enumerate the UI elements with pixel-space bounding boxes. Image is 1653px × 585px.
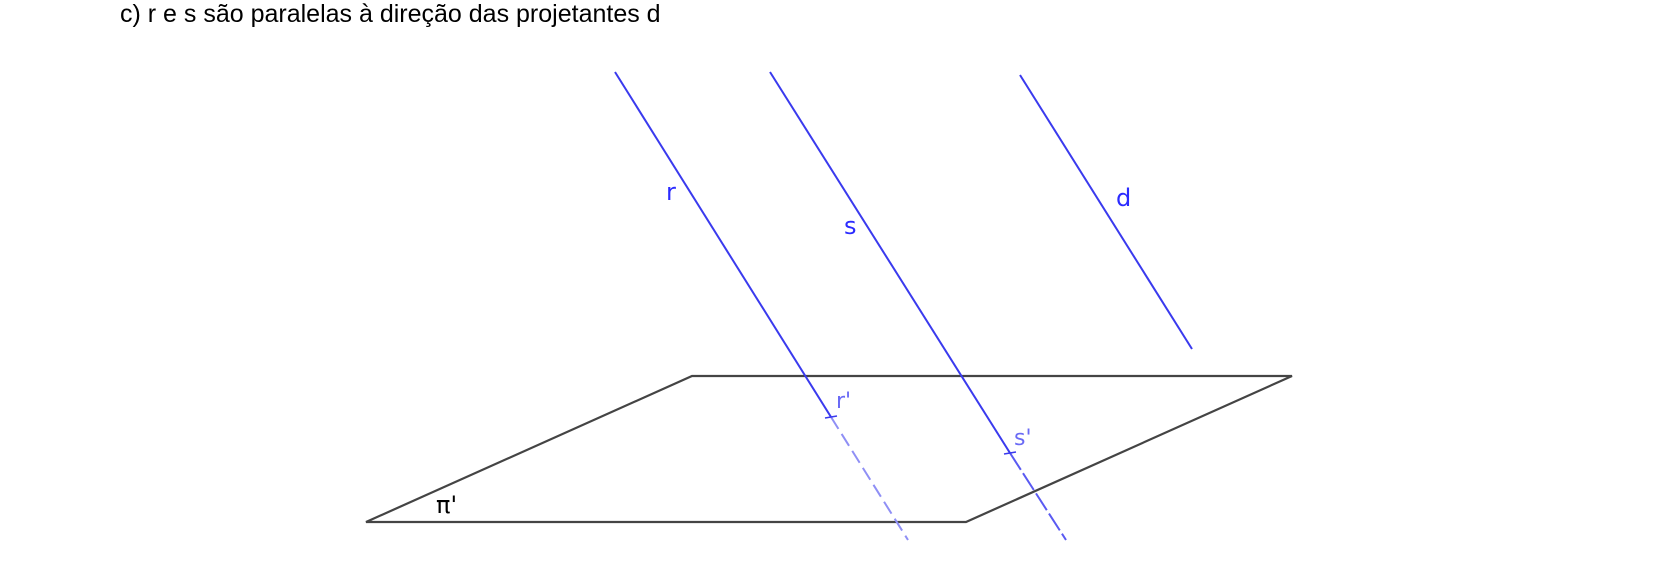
label-s: s xyxy=(844,212,857,240)
point-s-prime-marker xyxy=(1003,451,1017,455)
point-r-prime-marker xyxy=(824,415,838,419)
label-r-prime: r' xyxy=(836,389,851,414)
line-r xyxy=(614,71,832,418)
line-s-lower xyxy=(1009,452,1067,541)
figure-caption: c) r e s são paralelas à direção das pro… xyxy=(120,0,661,28)
line-d xyxy=(1019,74,1193,350)
label-plane-pi: π' xyxy=(436,491,457,519)
line-s xyxy=(769,71,1011,454)
label-s-prime: s' xyxy=(1014,426,1032,451)
line-r-hidden xyxy=(830,416,909,541)
plane-pi xyxy=(365,374,1293,524)
label-d: d xyxy=(1116,184,1131,212)
label-r: r xyxy=(666,178,676,206)
